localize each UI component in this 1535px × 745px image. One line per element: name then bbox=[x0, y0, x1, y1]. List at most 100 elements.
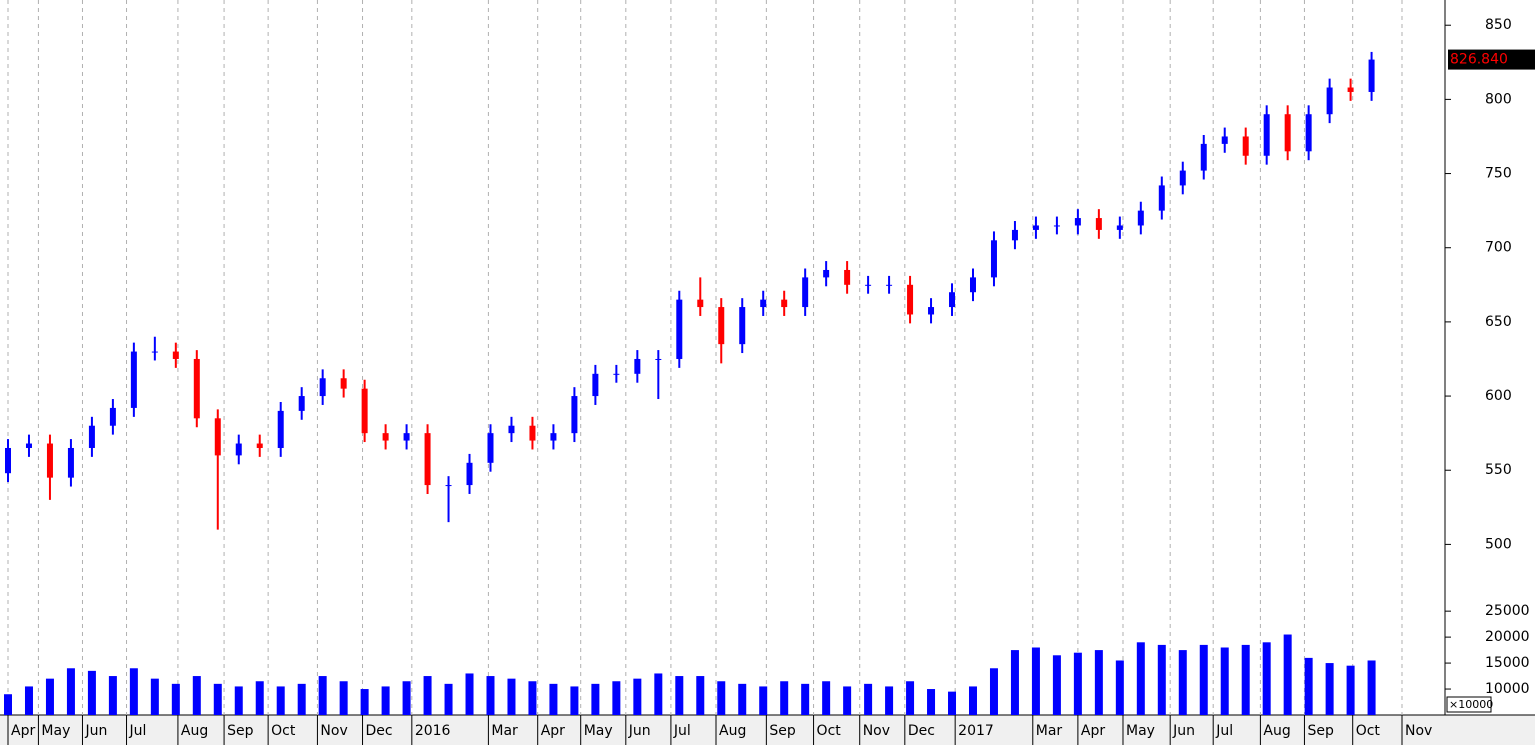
x-tick-label: 2016 bbox=[415, 723, 451, 739]
y-tick-label: 850 bbox=[1485, 17, 1512, 33]
x-tick-label: 2017 bbox=[958, 723, 994, 739]
x-tick-label: Sep bbox=[1307, 723, 1334, 739]
volume-bar bbox=[87, 670, 96, 715]
volume-bar bbox=[234, 686, 243, 715]
volume-bar bbox=[402, 681, 411, 715]
candle-body bbox=[1032, 225, 1039, 230]
volume-bar bbox=[1220, 647, 1229, 715]
volume-bar bbox=[1283, 634, 1292, 715]
candle-body bbox=[697, 299, 704, 308]
volume-bar bbox=[1031, 647, 1040, 715]
volume-bar bbox=[213, 683, 222, 715]
volume-bar bbox=[612, 681, 621, 715]
x-tick-label: Mar bbox=[491, 723, 518, 739]
volume-bar bbox=[507, 678, 516, 715]
candle-body bbox=[1011, 229, 1018, 241]
volume-bar bbox=[989, 668, 998, 715]
x-tick-label: Jul bbox=[129, 723, 147, 739]
volume-bar bbox=[759, 686, 768, 715]
volume-bar bbox=[192, 676, 201, 715]
volume-bar bbox=[570, 686, 579, 715]
volume-bar bbox=[150, 678, 159, 715]
volume-bar bbox=[696, 676, 705, 715]
y-tick-label: 500 bbox=[1485, 536, 1512, 552]
volume-bar bbox=[1199, 644, 1208, 715]
x-tick-label: May bbox=[584, 723, 613, 739]
last-price-label: 826.840 bbox=[1450, 52, 1508, 68]
candle-body bbox=[172, 351, 179, 359]
x-tick-label: Oct bbox=[1356, 723, 1381, 739]
candle-body bbox=[886, 284, 893, 286]
candle-body bbox=[1284, 114, 1291, 152]
candle-body bbox=[1305, 114, 1312, 152]
volume-bar bbox=[1304, 657, 1313, 715]
volume-bar bbox=[1010, 650, 1019, 715]
volume-bar bbox=[66, 668, 75, 715]
volume-bar bbox=[1346, 665, 1355, 715]
candle-body bbox=[193, 358, 200, 419]
x-tick-label: Jul bbox=[1215, 723, 1233, 739]
candle-body bbox=[1200, 143, 1207, 171]
volume-bar bbox=[1178, 650, 1187, 715]
x-tick-label: Apr bbox=[11, 723, 35, 739]
multiplier-box bbox=[1446, 696, 1492, 713]
volume-bar bbox=[108, 676, 117, 715]
y-tick-label: 20000 bbox=[1485, 629, 1530, 645]
candle-body bbox=[990, 240, 997, 278]
volume-bar bbox=[968, 686, 977, 715]
x-tick-label: Aug bbox=[1263, 723, 1290, 739]
volume-bar bbox=[465, 673, 474, 715]
volume-bar bbox=[318, 676, 327, 715]
x-tick-label: Sep bbox=[227, 723, 254, 739]
volume-bar bbox=[297, 683, 306, 715]
volume-bar bbox=[4, 694, 12, 715]
candle-body bbox=[67, 447, 74, 478]
candle-body bbox=[928, 307, 935, 315]
candle-body bbox=[235, 443, 242, 456]
x-tick-label: Jun bbox=[1172, 723, 1195, 739]
candle-body bbox=[865, 284, 872, 286]
candle-body bbox=[1326, 87, 1333, 115]
x-tick-label: Aug bbox=[719, 723, 746, 739]
volume-bar bbox=[1241, 644, 1250, 715]
candle-body bbox=[718, 307, 725, 345]
y-tick-label: 550 bbox=[1485, 462, 1512, 478]
volume-bar bbox=[549, 683, 558, 715]
candle-body bbox=[403, 433, 410, 441]
candle-body bbox=[151, 351, 158, 353]
volume-bar bbox=[45, 678, 54, 715]
volume-bar bbox=[675, 676, 684, 715]
volume-bar bbox=[654, 673, 663, 715]
volume-bar bbox=[864, 683, 873, 715]
candle-body bbox=[466, 462, 473, 486]
x-tick-label: Jun bbox=[628, 723, 651, 739]
x-tick-label: Apr bbox=[541, 723, 565, 739]
candle-body bbox=[277, 410, 284, 448]
candle-body bbox=[361, 388, 368, 434]
volume-bar bbox=[843, 686, 852, 715]
volume-bar bbox=[171, 683, 180, 715]
candle-body bbox=[571, 396, 578, 434]
candle-body bbox=[760, 299, 767, 308]
volume-bar bbox=[801, 683, 810, 715]
volume-bar bbox=[1325, 663, 1334, 715]
volume-bar bbox=[339, 681, 348, 715]
x-tick-label: Dec bbox=[908, 723, 935, 739]
candle-body bbox=[508, 425, 515, 434]
candle-body bbox=[739, 307, 746, 345]
volume-bar bbox=[1115, 660, 1124, 715]
candle-body bbox=[214, 418, 221, 456]
volume-bar bbox=[738, 683, 747, 715]
volume-bar bbox=[423, 676, 432, 715]
candle-body bbox=[46, 443, 53, 478]
candle-body bbox=[25, 443, 32, 448]
x-tick-label: Sep bbox=[769, 723, 796, 739]
volume-bar bbox=[255, 681, 264, 715]
candle-body bbox=[256, 443, 263, 448]
candle-body bbox=[969, 277, 976, 293]
volume-bar bbox=[1094, 650, 1103, 715]
volume-bar bbox=[486, 676, 495, 715]
x-tick-label: Oct bbox=[817, 723, 842, 739]
x-axis-strip bbox=[0, 715, 1535, 745]
x-labels: Apr May Jun Jul Aug Sep Oct Nov Dec 2016 Mar Apr May… bbox=[11, 723, 1432, 739]
